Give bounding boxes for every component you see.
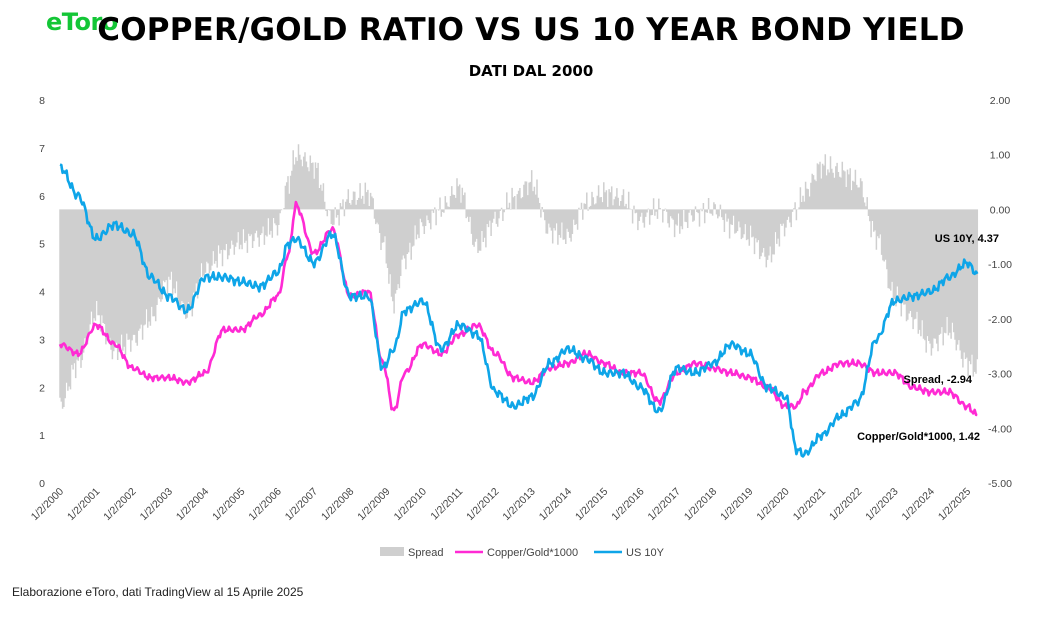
x-tick-label: 1/2/2011 [428, 486, 465, 523]
x-tick-label: 1/2/2000 [29, 486, 66, 523]
chart-area: 0 1 2 3 4 5 6 7 8 -5.00 -4.00 -3.00 -2.00 -1.00 0.00 1.… [29, 95, 1012, 559]
x-tick-label: 1/2/2002 [101, 486, 138, 523]
y-left-tick-label: 2 [39, 382, 45, 394]
y-left-tick-label: 3 [39, 334, 45, 346]
y-right-tick-label: 2.00 [990, 95, 1011, 107]
y-left-tick-label: 0 [39, 478, 45, 490]
x-tick-label: 1/2/2012 [464, 486, 501, 523]
x-tick-label: 1/2/2025 [936, 486, 973, 523]
us-10y-line [59, 163, 979, 458]
x-tick-label: 1/2/2019 [718, 486, 755, 523]
x-tick-label: 1/2/2022 [827, 486, 864, 523]
chart-title: COPPER/GOLD RATIO VS US 10 YEAR BOND YIE… [97, 12, 965, 48]
x-tick-label: 1/2/2015 [573, 486, 610, 523]
legend-label-spread: Spread [408, 547, 443, 559]
y-left-tick-label: 5 [39, 239, 45, 251]
y-right-tick-label: -4.00 [988, 423, 1012, 435]
x-tick-label: 1/2/2004 [174, 486, 211, 523]
y-left-tick-label: 1 [39, 430, 45, 442]
x-tick-label: 1/2/2009 [355, 486, 392, 523]
legend-swatch-spread [380, 547, 404, 556]
y-right-tick-label: -2.00 [988, 314, 1012, 326]
x-tick-label: 1/2/2013 [500, 486, 537, 523]
spread-area [59, 144, 979, 409]
y-left-tick-label: 4 [39, 287, 45, 299]
y-right-tick-label: -3.00 [988, 369, 1012, 381]
chart-subtitle: DATI DAL 2000 [468, 62, 594, 80]
annotation-spread: Spread, -2.94 [904, 374, 973, 386]
legend-label-us10y: US 10Y [626, 547, 665, 559]
x-tick-label: 1/2/2005 [210, 486, 247, 523]
y-right-tick-label: -5.00 [988, 478, 1012, 490]
annotation-us10y: US 10Y, 4.37 [935, 233, 999, 245]
x-tick-label: 1/2/2017 [646, 486, 683, 523]
x-tick-label: 1/2/2018 [682, 486, 719, 523]
y-left-tick-label: 7 [39, 143, 45, 155]
x-tick-label: 1/2/2007 [283, 486, 320, 523]
y-left-tick-label: 8 [39, 95, 45, 107]
legend-label-copper-gold: Copper/Gold*1000 [487, 547, 578, 559]
copper-gold-line [58, 200, 978, 417]
y-right-tick-label: -1.00 [988, 259, 1012, 271]
y-right-tick-label: 0.00 [990, 204, 1011, 216]
x-tick-label: 1/2/2006 [246, 486, 283, 523]
annotation-copper-gold: Copper/Gold*1000, 1.42 [857, 431, 980, 443]
source-note: Elaborazione eToro, dati TradingView al … [12, 585, 304, 599]
x-tick-label: 1/2/2020 [754, 486, 791, 523]
y-right-tick-label: 1.00 [990, 150, 1011, 162]
x-tick-label: 1/2/2008 [319, 486, 356, 523]
x-tick-label: 1/2/2003 [138, 486, 175, 523]
etoro-logo: eToro [46, 8, 118, 36]
y-left-tick-label: 6 [39, 191, 45, 203]
x-tick-label: 1/2/2023 [863, 486, 900, 523]
x-tick-label: 1/2/2001 [65, 486, 102, 523]
x-tick-label: 1/2/2014 [537, 486, 574, 523]
x-tick-label: 1/2/2021 [791, 486, 828, 523]
x-tick-label: 1/2/2016 [609, 486, 646, 523]
x-tick-label: 1/2/2024 [900, 486, 937, 523]
x-tick-label: 1/2/2010 [392, 486, 429, 523]
